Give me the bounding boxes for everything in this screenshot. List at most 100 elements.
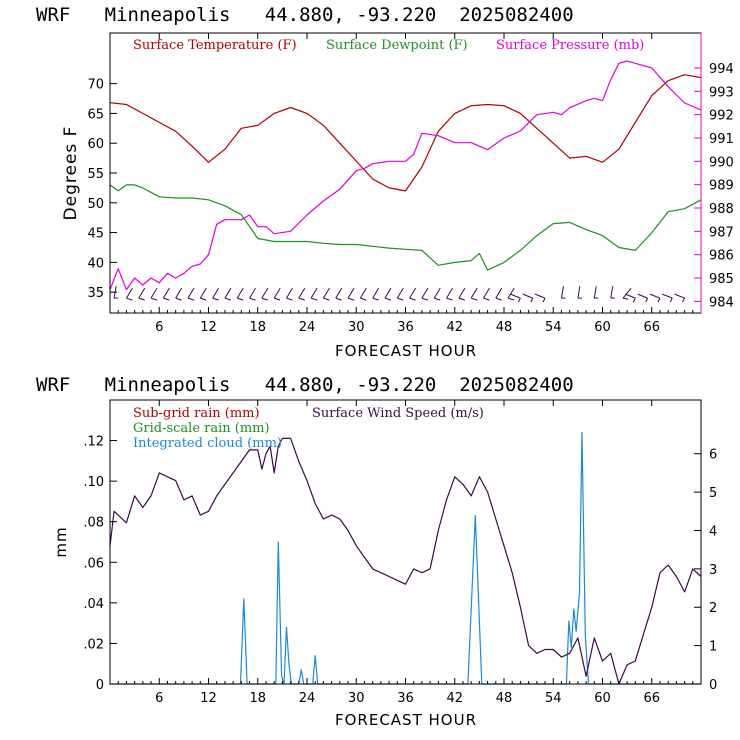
wind-barb [470,287,478,301]
chart2-ytick-label: .08 [83,516,104,531]
chart2-ytick-label: .10 [83,475,104,490]
wind-barb [125,287,133,301]
chart2-xtick-label: 18 [249,691,266,706]
chart2-y2tick-label: 3 [709,563,717,578]
wind-barb [495,287,503,301]
chart1-xtick-label: 66 [643,320,660,335]
wind-barb [421,287,429,301]
chart2-ytick-label: .02 [83,637,104,652]
chart1-xtick-label: 54 [545,320,562,335]
chart1-y2tick-label: 993 [709,85,734,100]
chart1-y2tick-label: 994 [709,62,734,77]
chart1-y2tick-label: 992 [709,109,734,124]
chart2-y2tick-label: 0 [709,678,717,693]
wind-barb [187,287,195,301]
wind-barb [625,293,636,303]
chart1-xtick-label: 6 [155,320,163,335]
wind-barb [674,293,686,303]
chart2-line-surface-wind-speed-m-s [109,437,702,685]
wind-barb [446,287,453,301]
wind-barb [359,287,367,301]
chart1-line-surface-pressure-mb [109,60,702,291]
wind-barb [322,287,330,301]
chart1-y2tick-label: 990 [709,155,734,170]
chart1-xtick-label: 36 [397,320,414,335]
legend-surface-temperature: Surface Temperature (F) [133,38,297,53]
chart1-y2tick-label: 991 [709,132,734,147]
chart2-xtick-label: 54 [545,691,562,706]
wind-barb [261,287,269,301]
wind-barb [522,293,534,303]
chart1-y2tick-label: 987 [709,225,734,240]
chart2-ytick-label: .06 [83,556,104,571]
chart2-y2tick-label: 6 [709,448,717,463]
wind-barb [409,287,417,301]
wind-barb [433,287,441,301]
chart1-ytick-label: 70 [87,78,104,93]
chart1-ytick-label: 65 [87,107,104,122]
wind-barb [249,287,256,301]
chart1-xtick-label: 60 [594,320,611,335]
chart2-xtick-label: 42 [446,691,463,706]
wind-barb [560,286,566,299]
chart1-ytick-label: 60 [87,137,104,152]
chart1-ylabel: Degrees F [61,126,81,221]
wind-barb [162,287,170,301]
legend-sub-grid-rain: Sub-grid rain (mm) [133,406,260,421]
chart1-xtick-label: 24 [299,320,316,335]
wind-barb [510,293,521,303]
wind-barb [384,287,392,301]
legend-grid-scale-rain: Grid-scale rain (mm) [133,421,270,436]
chart2-xtick-label: 12 [200,691,217,706]
chart1-xtick-label: 42 [446,320,463,335]
chart1-line-surface-temperature-f [109,74,702,192]
chart2-line-integrated-cloud-mm [110,431,701,685]
wind-barb [637,293,649,303]
chart2-y2tick-label: 5 [709,486,717,501]
chart1-y2tick-label: 989 [709,179,734,194]
wind-barb [199,287,207,301]
chart1-xtick-label: 48 [496,320,513,335]
chart2-xtick-label: 66 [643,691,660,706]
wind-barb [236,287,244,301]
wind-barb [175,287,183,301]
wind-barb [150,287,158,301]
wind-barb [507,287,515,301]
chart2-xtick-label: 48 [496,691,513,706]
legend-surface-wind-speed: Surface Wind Speed (m/s) [312,406,484,421]
legend-integrated-cloud: Integrated cloud (mm) [133,436,282,451]
wind-barb [662,293,673,303]
chart1-xtick-label: 18 [249,320,266,335]
wind-barb [298,287,306,301]
chart2-y2tick-label: 4 [709,524,717,539]
wind-barb [577,286,582,299]
chart1-plot-frame [109,32,702,314]
chart1-line-surface-dewpoint-f [109,184,702,271]
chart1-y2tick-label: 988 [709,202,734,217]
chart1-ytick-label: 35 [87,286,104,301]
wind-barb [396,287,404,301]
chart1-y2tick-label: 985 [709,272,734,287]
chart1-ytick-label: 55 [87,167,104,182]
chart1-xtick-label: 12 [200,320,217,335]
legend-surface-pressure: Surface Pressure (mb) [496,38,644,53]
chart2-xtick-label: 60 [594,691,611,706]
wind-barb [335,287,343,301]
wind-barb [138,287,146,301]
chart1-xtick-label: 30 [348,320,365,335]
wind-barb [347,287,355,301]
wind-barb [286,287,293,301]
wind-barb [458,287,466,301]
chart1-title: WRF Minneapolis 44.880, -93.220 20250824… [36,4,574,26]
wind-barb [593,286,599,299]
legend-surface-dewpoint: Surface Dewpoint (F) [326,38,468,53]
wind-barb [273,287,281,301]
chart1-xlabel: FORECAST HOUR [335,342,477,360]
chart2-xtick-label: 30 [348,691,365,706]
wind-barb [212,287,220,301]
chart1-ytick-label: 50 [87,197,104,212]
wind-barb [622,287,632,300]
chart2-ylabel: mm [52,526,70,557]
wind-barb [372,287,380,301]
